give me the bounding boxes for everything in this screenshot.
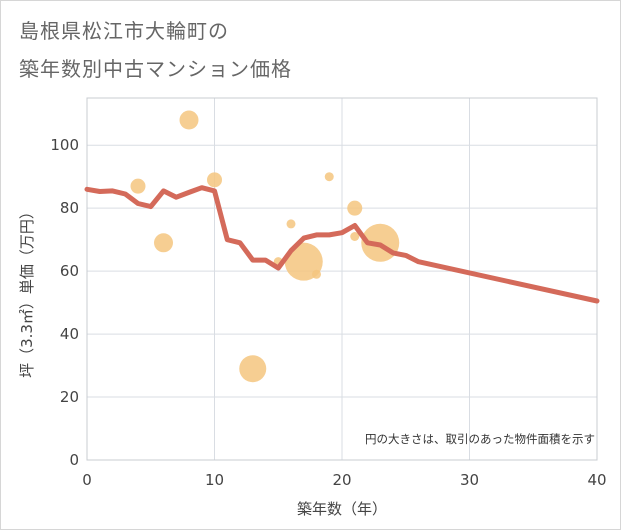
bubble-point-0	[130, 178, 146, 194]
chart-title-line2: 築年数別中古マンション価格	[19, 57, 292, 81]
x-tick-label-20: 20	[332, 471, 351, 489]
bubble-point-9	[324, 172, 334, 182]
x-tick-label-30: 30	[460, 471, 479, 489]
bubble-point-6	[286, 219, 296, 229]
grid-lines	[86, 98, 598, 461]
y-tick-label-60: 60	[60, 262, 79, 280]
trend-line	[84, 185, 600, 304]
bubble-point-3	[207, 172, 222, 188]
bubble-size-note: 円の大きさは、取引のあった物件面積を示す	[365, 432, 595, 446]
y-tick-label-0: 0	[69, 451, 79, 469]
bubble-series	[130, 110, 400, 383]
bubble-point-4	[239, 355, 267, 383]
chart-title-line1: 島根県松江市大輪町の	[19, 19, 229, 43]
y-axis-label: 坪（3.3㎡）単価（万円）	[18, 204, 36, 378]
bubble-point-8	[312, 269, 321, 279]
bubble-point-10	[347, 200, 363, 216]
bubble-point-1	[154, 233, 173, 253]
plot-area	[86, 97, 598, 461]
y-tick-label-40: 40	[60, 325, 79, 343]
y-tick-label-20: 20	[60, 388, 79, 406]
x-tick-label-10: 10	[205, 471, 224, 489]
bubble-point-2	[179, 110, 199, 130]
x-axis-label: 築年数（年）	[297, 500, 387, 518]
x-tick-label-40: 40	[587, 471, 606, 489]
y-tick-label-100: 100	[50, 136, 79, 154]
x-tick-label-0: 0	[82, 471, 92, 489]
axis-ticks: 0 10 20 30 40 0 20 40 60 80 100	[50, 136, 606, 489]
bubble-point-11	[350, 232, 360, 242]
y-tick-label-80: 80	[60, 199, 79, 217]
trend-series	[84, 185, 600, 304]
